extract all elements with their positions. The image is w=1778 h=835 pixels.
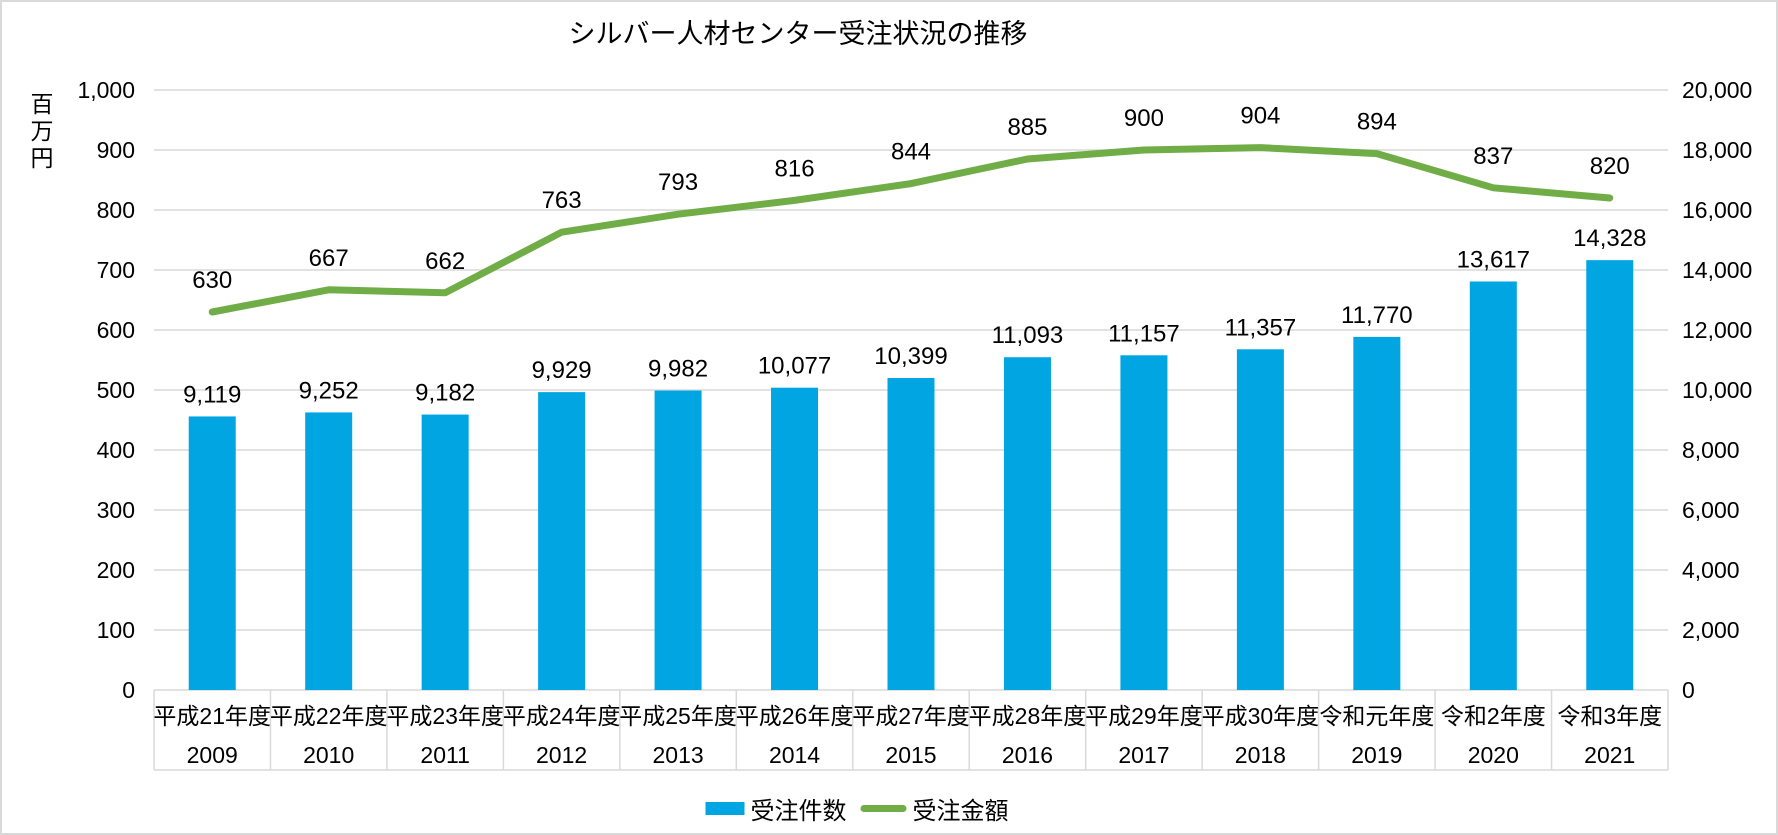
- left-axis-tick-label: 1,000: [77, 77, 135, 103]
- category-era-label: 平成28年度: [969, 703, 1087, 729]
- bar: [1586, 260, 1634, 690]
- right-axis-tick-label: 16,000: [1682, 197, 1752, 223]
- right-axis-tick-label: 10,000: [1682, 377, 1752, 403]
- left-axis-tick-label: 800: [97, 197, 135, 223]
- bar-value-label: 13,617: [1457, 246, 1530, 273]
- legend-item-amount: 受注金額: [860, 791, 1009, 826]
- left-axis-tick-label: 200: [97, 557, 135, 583]
- line-value-label: 837: [1473, 143, 1513, 170]
- line-value-label: 816: [775, 155, 815, 182]
- right-axis-tick-label: 12,000: [1682, 317, 1752, 343]
- line-value-label: 904: [1240, 103, 1280, 130]
- category-year-label: 2020: [1468, 742, 1519, 768]
- category-era-label: 平成24年度: [503, 703, 621, 729]
- category-year-label: 2009: [187, 742, 238, 768]
- left-axis-tick-label: 400: [97, 437, 135, 463]
- category-era-label: 平成26年度: [736, 703, 854, 729]
- category-year-label: 2016: [1002, 742, 1053, 768]
- bar: [305, 412, 353, 690]
- bar: [421, 414, 469, 690]
- right-axis-tick-label: 6,000: [1682, 497, 1740, 523]
- right-axis-tick-label: 0: [1682, 677, 1695, 703]
- line-value-label: 820: [1590, 153, 1630, 180]
- line-value-label: 894: [1357, 109, 1397, 136]
- bar: [538, 392, 586, 690]
- line-series-swatch-icon: [860, 805, 907, 812]
- bar-value-label: 11,770: [1341, 302, 1413, 329]
- category-era-label: 平成30年度: [1202, 703, 1320, 729]
- bar-value-label: 9,929: [532, 357, 592, 384]
- bar-value-label: 9,982: [648, 356, 708, 383]
- category-era-label: 令和元年度: [1319, 703, 1434, 729]
- line-value-label: 662: [425, 248, 465, 275]
- category-year-label: 2010: [303, 742, 354, 768]
- line-value-label: 844: [891, 139, 931, 166]
- right-axis-tick-label: 18,000: [1682, 137, 1752, 163]
- category-era-label: 令和2年度: [1441, 703, 1546, 729]
- category-year-label: 2012: [536, 742, 587, 768]
- line-value-label: 793: [658, 169, 698, 196]
- chart-title: シルバー人材センター受注状況の推移: [568, 19, 1028, 49]
- bar-value-label: 11,093: [992, 322, 1064, 349]
- line-value-label: 630: [192, 267, 232, 294]
- category-era-label: 平成21年度: [153, 703, 271, 729]
- category-year-label: 2019: [1351, 742, 1402, 768]
- bar-value-label: 11,357: [1225, 314, 1297, 341]
- category-era-label: 平成27年度: [852, 703, 970, 729]
- category-year-label: 2018: [1235, 742, 1286, 768]
- left-axis-tick-label: 600: [97, 317, 135, 343]
- bar: [1469, 281, 1517, 690]
- line-value-label: 763: [542, 187, 582, 214]
- right-axis-tick-label: 8,000: [1682, 437, 1740, 463]
- right-axis-tick-label: 14,000: [1682, 257, 1752, 283]
- bar: [188, 416, 236, 690]
- right-axis-tick-label: 2,000: [1682, 617, 1740, 643]
- category-era-label: 令和3年度: [1557, 703, 1662, 729]
- right-axis-tick-label: 20,000: [1682, 77, 1752, 103]
- category-year-label: 2017: [1118, 742, 1169, 768]
- category-year-label: 2015: [885, 742, 936, 768]
- category-era-label: 平成23年度: [386, 703, 504, 729]
- bar-value-label: 10,077: [758, 353, 831, 380]
- bar: [1236, 349, 1284, 690]
- bar-series-swatch-icon: [705, 802, 745, 815]
- right-axis-tick-label: 4,000: [1682, 557, 1740, 583]
- category-era-label: 平成29年度: [1085, 703, 1203, 729]
- category-year-label: 2011: [420, 742, 469, 768]
- left-axis-tick-label: 300: [97, 497, 135, 523]
- left-axis-tick-label: 500: [97, 377, 135, 403]
- category-era-label: 平成25年度: [619, 703, 737, 729]
- left-axis-tick-label: 0: [122, 677, 135, 703]
- line-value-label: 885: [1007, 114, 1047, 141]
- bar-value-label: 9,182: [415, 380, 475, 407]
- legend-label-amount: 受注金額: [912, 798, 1009, 825]
- left-axis-title: 百万円: [27, 92, 53, 173]
- bar: [654, 390, 702, 690]
- category-year-label: 2013: [652, 742, 703, 768]
- line-value-label: 667: [309, 245, 349, 272]
- bar-value-label: 9,119: [183, 381, 241, 408]
- left-axis-tick-label: 900: [97, 137, 135, 163]
- bar: [1120, 355, 1168, 690]
- bar-value-label: 9,252: [299, 377, 359, 404]
- bar-value-label: 11,157: [1108, 320, 1180, 347]
- left-axis-tick-label: 100: [97, 617, 135, 643]
- bar: [887, 378, 935, 690]
- line-series: [208, 144, 1614, 316]
- category-era-label: 平成22年度: [270, 703, 388, 729]
- legend-label-orders: 受注件数: [750, 798, 847, 825]
- left-axis-tick-label: 700: [97, 257, 135, 283]
- line-value-label: 900: [1124, 105, 1164, 132]
- bar-value-label: 10,399: [874, 343, 947, 370]
- category-year-label: 2021: [1584, 742, 1635, 768]
- bar: [1003, 357, 1051, 690]
- bar: [1353, 336, 1401, 690]
- category-year-label: 2014: [769, 742, 820, 768]
- bar-value-label: 14,328: [1573, 225, 1646, 252]
- legend-item-orders: 受注件数: [705, 791, 847, 826]
- legend: 受注件数 受注金額: [705, 791, 1009, 826]
- bar: [771, 387, 819, 690]
